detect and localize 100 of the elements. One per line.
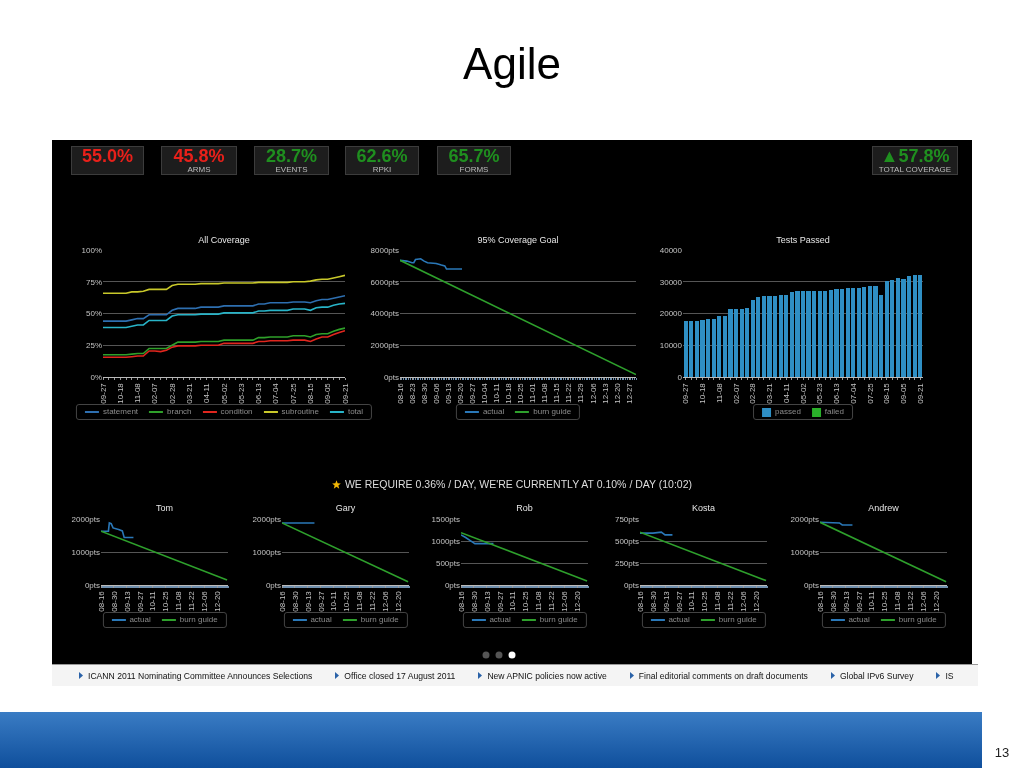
y-tick-label: 40000 [659, 245, 683, 255]
chart-title: Kosta [691, 503, 716, 514]
text: Office closed 17 August 2011 [344, 670, 456, 681]
y-tick-label: 1000pts [71, 547, 100, 557]
x-tick-label: 12-20 [394, 590, 404, 612]
line-series [400, 257, 463, 270]
x-tick-label: 08-30 [109, 590, 119, 612]
text: Final editorial comments on draft documents [638, 670, 808, 681]
x-tick-label: 02-07 [150, 382, 160, 404]
x-tick-label: 09-27 [316, 590, 326, 612]
y-tick-label: 75% [85, 277, 102, 287]
chart-title: Tests Passed [776, 235, 830, 246]
x-tick-label: 10-11 [867, 590, 877, 612]
x-tick-label: 07-04 [271, 382, 281, 404]
x-tick-label: 11-08 [174, 590, 184, 612]
text: 45.8% [173, 146, 225, 166]
x-tick-label: 12-06 [919, 590, 929, 612]
legend-label: condition [220, 407, 253, 417]
x-tick-label: 12-20 [213, 590, 223, 612]
x-tick-label: 08-30 [828, 590, 838, 612]
category-label: ARMS [186, 165, 212, 174]
x-tick-label: 09-13 [482, 590, 492, 612]
x-tick-label: 11-22 [906, 590, 916, 612]
legend-label: passed [775, 407, 801, 417]
legend-label: burn guide [718, 615, 757, 625]
x-tick-label: 11-22 [547, 590, 557, 612]
legend-label: actual [310, 615, 332, 625]
legend-label: actual [489, 615, 511, 625]
y-tick-label: 50% [85, 309, 102, 319]
y-tick-label: 1500pts [431, 514, 460, 524]
x-tick-label: 02-28 [748, 382, 758, 404]
chart-title: Andrew [868, 503, 900, 514]
text: ▲57.8% [880, 146, 950, 166]
x-tick-label: 02-07 [731, 382, 741, 404]
y-tick-label: 500pts [435, 558, 460, 568]
x-tick-label: 09-13 [841, 590, 851, 612]
x-tick-label: 09-27 [495, 590, 505, 612]
text: 65.7% [448, 146, 500, 166]
x-tick-label: 09-13 [122, 590, 132, 612]
legend-label: burn guide [898, 615, 937, 625]
x-tick-label: 11-22 [368, 590, 378, 612]
x-tick-label: 09-05 [323, 382, 333, 404]
x-tick-label: 12-06 [739, 590, 749, 612]
y-tick-label: 4000pts [370, 309, 399, 319]
x-tick-label: 10-18 [115, 382, 125, 404]
x-tick-label: 08-16 [815, 590, 825, 612]
x-tick-label: 10-25 [880, 590, 890, 612]
y-tick-label: 30000 [659, 277, 683, 287]
y-tick-label: 100% [81, 245, 102, 255]
legend-label: actual [668, 615, 690, 625]
legend-label: actual [129, 615, 151, 625]
x-tick-label: 07-25 [288, 382, 298, 404]
x-tick-label: 08-16 [277, 590, 287, 612]
x-tick-label: 08-15 [882, 382, 892, 404]
x-tick-label: 09-13 [661, 590, 671, 612]
x-tick-label: 10-25 [700, 590, 710, 612]
x-tick-label: 08-16 [395, 382, 405, 404]
x-tick-label: 11-08 [133, 382, 143, 404]
x-tick-label: 11-08 [355, 590, 365, 612]
category-label: FORMS [458, 165, 490, 174]
x-tick-label: 11-01 [528, 382, 538, 404]
x-tick-label: 09-13 [303, 590, 313, 612]
legend-label: actual [482, 407, 505, 417]
legend-label: branch [167, 407, 192, 417]
legend-label: total [347, 407, 364, 417]
x-tick-label: 12-20 [932, 590, 942, 612]
y-tick-label: 2000pts [252, 514, 281, 524]
x-tick-label: 08-30 [469, 590, 479, 612]
y-tick-label: 2000pts [790, 514, 819, 524]
x-tick-label: 10-11 [148, 590, 158, 612]
text: IS [945, 670, 954, 681]
text: 28.7% [265, 146, 318, 166]
legend-label: actual [848, 615, 870, 625]
x-tick-label: 10-18 [698, 382, 708, 404]
text: New APNIC policies now active [487, 670, 607, 681]
y-tick-label: 1000pts [431, 536, 460, 546]
x-tick-label: 12-06 [560, 590, 570, 612]
x-tick-label: 05-23 [236, 382, 246, 404]
legend-label: burn guide [533, 407, 572, 417]
x-tick-label: 09-13 [443, 382, 453, 404]
x-tick-label: 10-04 [480, 382, 490, 404]
y-tick-label: 250pts [614, 558, 639, 568]
x-tick-label: 07-25 [865, 382, 875, 404]
x-tick-label: 10-11 [492, 382, 502, 404]
x-tick-label: 10-11 [687, 590, 697, 612]
y-tick-label: 6000pts [370, 277, 399, 287]
x-tick-label: 05-02 [798, 382, 808, 404]
x-tick-label: 08-16 [96, 590, 106, 612]
chart-title: 95% Coverage Goal [477, 235, 559, 246]
x-tick-label: 10-11 [329, 590, 339, 612]
chart-title: Tom [155, 503, 174, 514]
x-tick-label: 04-11 [781, 382, 791, 404]
chart-title: Rob [516, 503, 533, 514]
text: Agile [462, 38, 562, 90]
x-tick-label: 08-15 [306, 382, 316, 404]
x-tick-label: 11-29 [576, 382, 586, 404]
x-tick-label: 08-23 [407, 382, 417, 404]
x-tick-label: 08-30 [648, 590, 658, 612]
y-tick-label: 750pts [614, 514, 639, 524]
x-tick-label: 12-06 [588, 382, 598, 404]
